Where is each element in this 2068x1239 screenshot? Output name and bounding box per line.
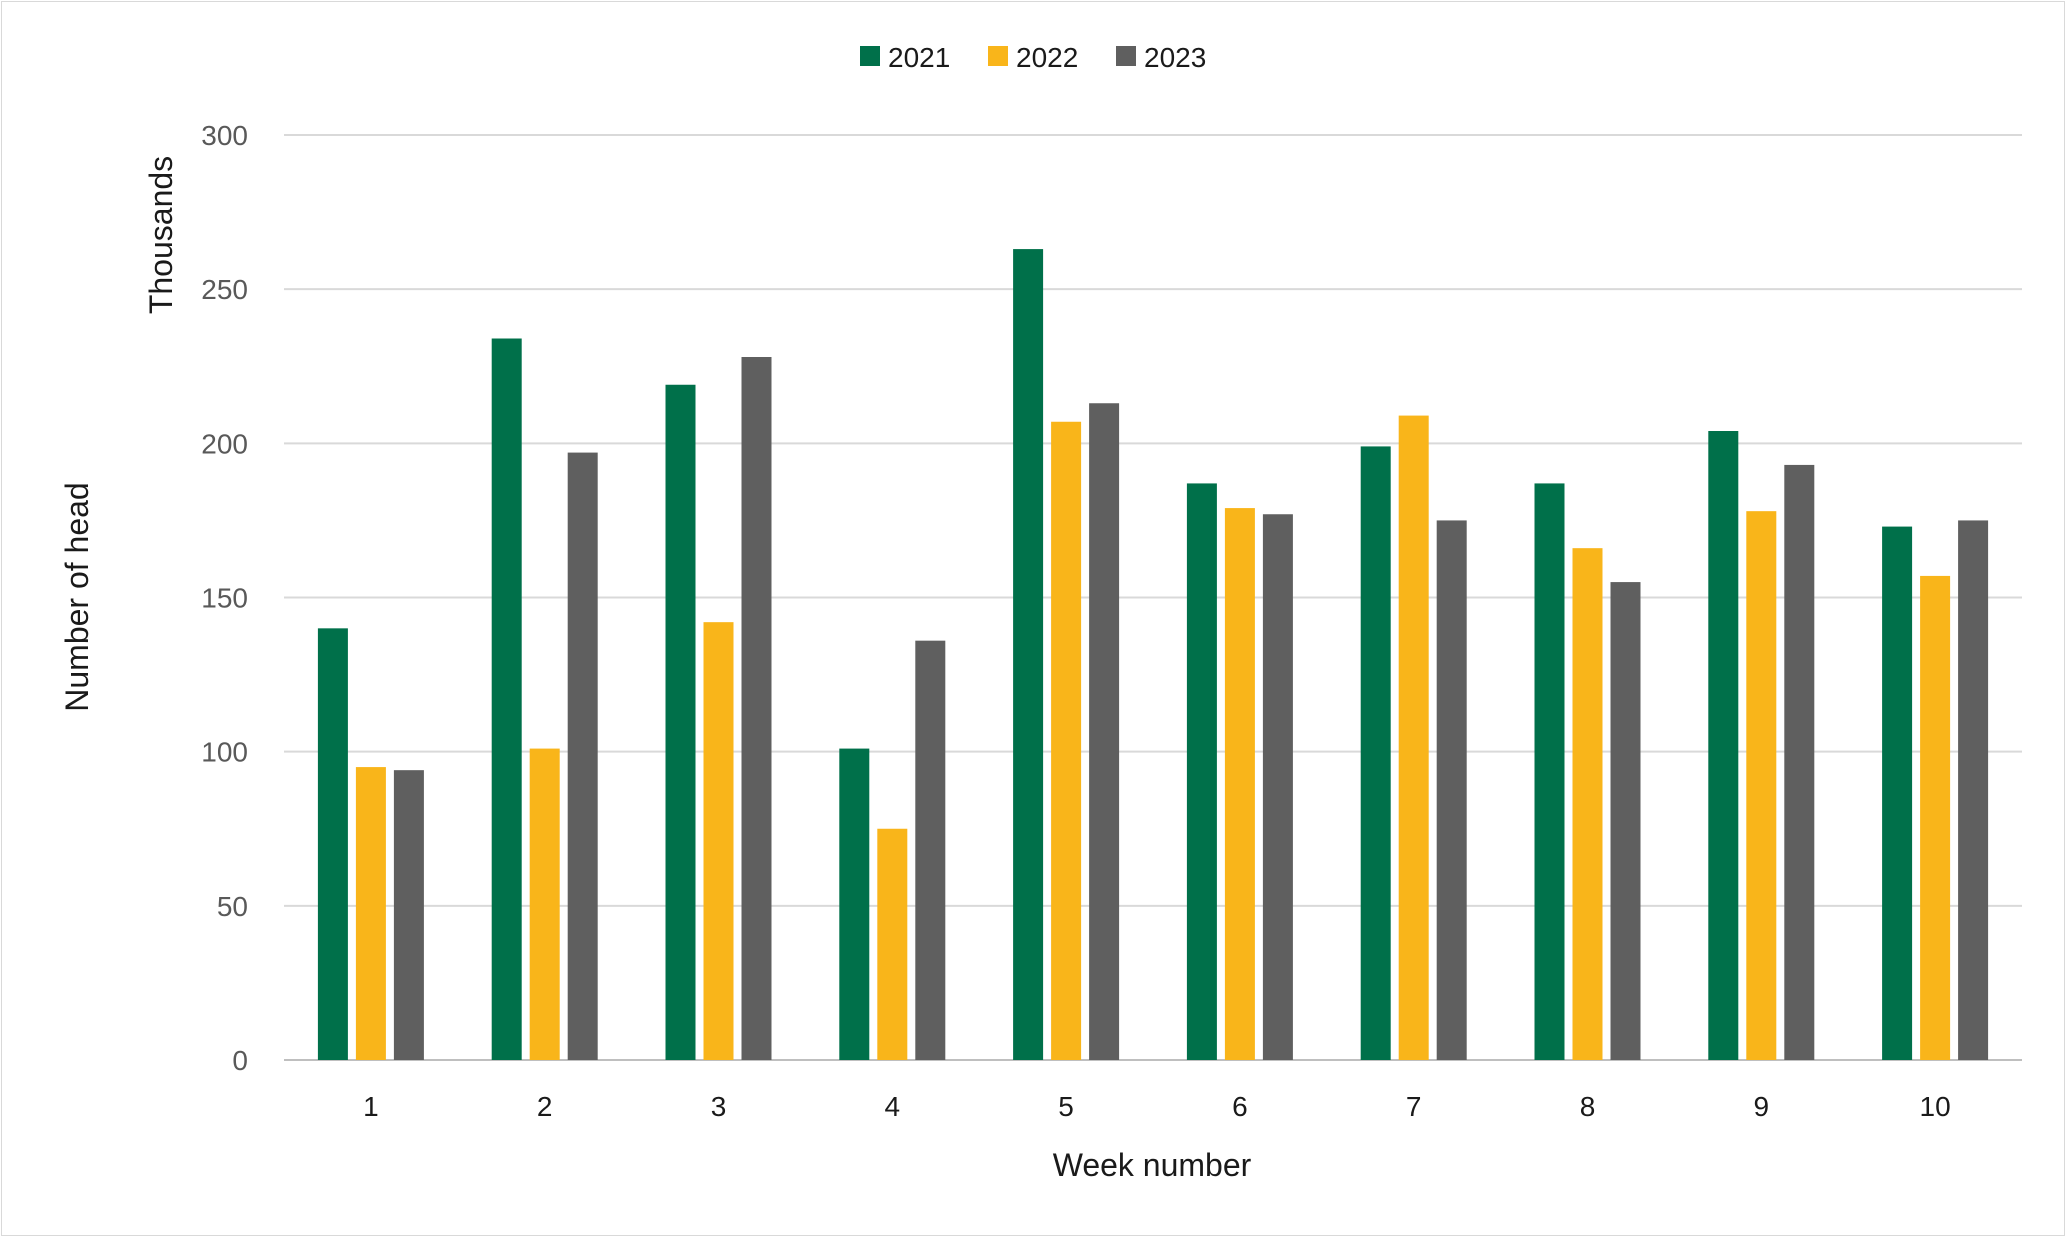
y-tick-label: 0 (232, 1045, 248, 1076)
x-tick-label: 6 (1232, 1091, 1248, 1122)
bar-2021-week-3 (665, 384, 696, 1060)
x-axis-ticks: 1 2 3 4 5 6 7 8 9 10 (363, 1091, 1951, 1122)
bar-2022-week-5 (1051, 421, 1082, 1060)
bar-2022-week-8 (1572, 548, 1603, 1060)
bar-2021-week-6 (1186, 483, 1217, 1061)
bar-2023-week-3 (741, 357, 772, 1060)
x-tick-label: 5 (1058, 1091, 1074, 1122)
bar-2021-week-4 (839, 748, 870, 1060)
bar-2023-week-2 (567, 452, 598, 1060)
y-tick-label: 300 (201, 120, 248, 151)
bar-2023-week-10 (1958, 520, 1989, 1060)
y-tick-label: 200 (201, 428, 248, 459)
bar-2021-week-5 (1013, 249, 1044, 1061)
bar-2021-week-2 (491, 338, 522, 1060)
bar-2021-week-8 (1534, 483, 1565, 1061)
bar-2021-week-9 (1708, 431, 1739, 1060)
bar-2023-week-5 (1089, 403, 1120, 1060)
bar-2022-week-2 (529, 748, 560, 1060)
x-tick-label: 2 (537, 1091, 553, 1122)
y-tick-label: 250 (201, 274, 248, 305)
y-tick-label: 50 (217, 891, 248, 922)
y-axis-title: Number of head (59, 482, 95, 711)
bar-2022-week-4 (877, 828, 908, 1060)
bar-2022-week-9 (1746, 511, 1777, 1061)
x-tick-label: 9 (1754, 1091, 1770, 1122)
x-tick-label: 3 (711, 1091, 727, 1122)
bar-2022-week-7 (1398, 415, 1429, 1060)
x-tick-label: 7 (1406, 1091, 1422, 1122)
bar-2021-week-7 (1360, 446, 1391, 1061)
legend-label: 2022 (1016, 42, 1078, 73)
y-axis-units-label: Thousands (143, 156, 179, 314)
legend: 2021 2022 2023 (860, 42, 1206, 73)
y-axis-ticks: 0 50 100 150 200 250 300 (201, 120, 248, 1076)
y-tick-label: 100 (201, 737, 248, 768)
x-tick-label: 8 (1580, 1091, 1596, 1122)
bar-2023-week-7 (1436, 520, 1467, 1060)
bar-2022-week-1 (355, 767, 386, 1060)
legend-label: 2021 (888, 42, 950, 73)
y-tick-label: 150 (201, 583, 248, 614)
bar-2021-week-10 (1882, 526, 1913, 1060)
legend-swatch-2022 (988, 46, 1008, 66)
bar-2022-week-10 (1920, 575, 1951, 1060)
bar-2022-week-3 (703, 622, 734, 1060)
bar-2023-week-4 (915, 640, 946, 1060)
bar-2023-week-8 (1610, 582, 1641, 1060)
x-tick-label: 10 (1920, 1091, 1951, 1122)
x-tick-label: 4 (885, 1091, 901, 1122)
bar-2023-week-9 (1784, 464, 1815, 1061)
bar-2023-week-1 (393, 770, 424, 1060)
bars (317, 249, 1989, 1061)
legend-swatch-2021 (860, 46, 880, 66)
bar-2021-week-1 (317, 628, 348, 1060)
x-axis-title: Week number (1053, 1147, 1252, 1183)
legend-swatch-2023 (1116, 46, 1136, 66)
bar-2022-week-6 (1224, 508, 1255, 1060)
bar-2023-week-6 (1262, 514, 1293, 1060)
x-tick-label: 1 (363, 1091, 379, 1122)
legend-label: 2023 (1144, 42, 1206, 73)
